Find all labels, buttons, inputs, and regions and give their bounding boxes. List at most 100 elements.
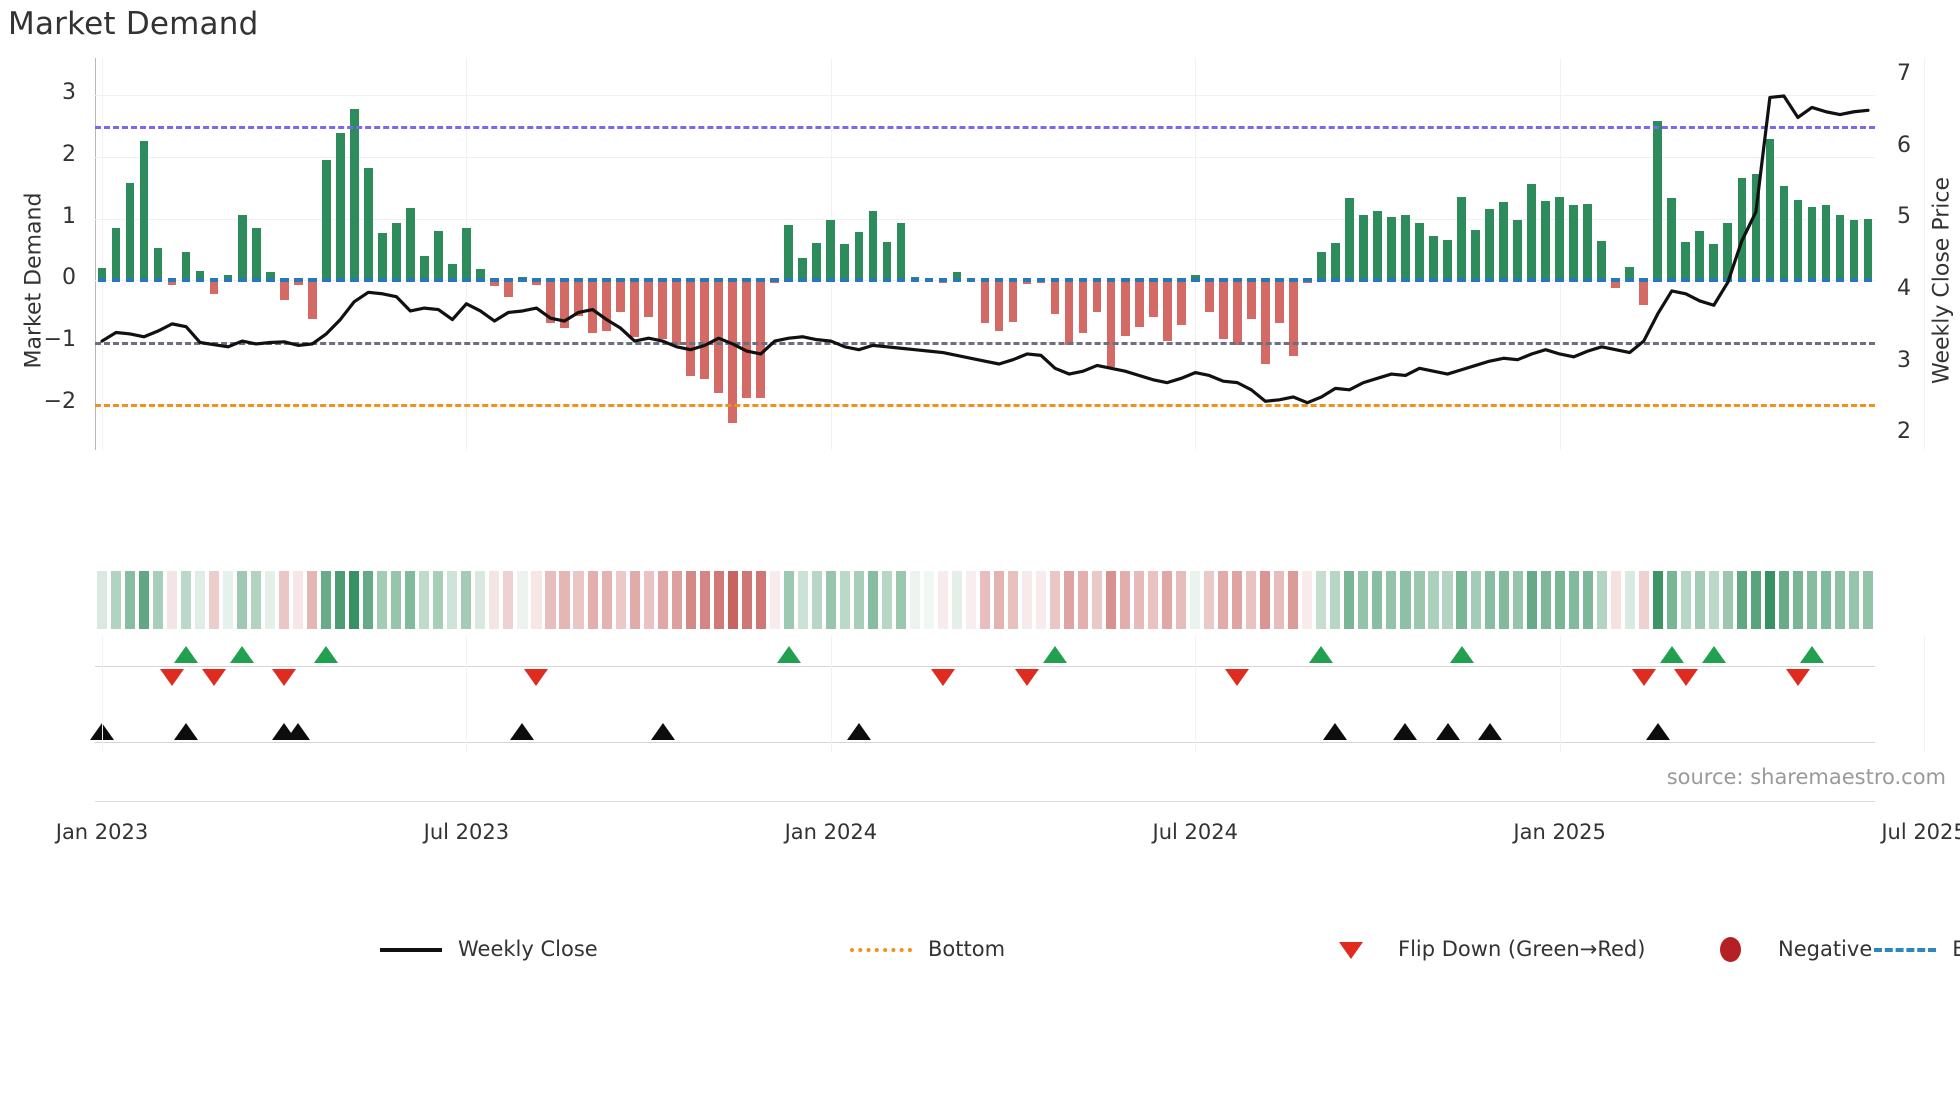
price-cross-marker	[1393, 723, 1418, 740]
reference-line-1-level	[95, 341, 1875, 345]
heatmap-cell	[1036, 571, 1047, 629]
demand-bar	[784, 224, 794, 281]
demand-bar	[560, 280, 569, 329]
heatmap-cell	[1358, 571, 1369, 629]
baseline-cap	[882, 278, 892, 283]
demand-bar	[1625, 266, 1635, 281]
heatmap-cell	[475, 571, 486, 629]
baseline-cap	[1106, 278, 1116, 283]
demand-bar	[1106, 280, 1116, 367]
baseline-cap	[1863, 278, 1873, 283]
demand-bar	[349, 108, 359, 281]
baseline-cap	[1695, 278, 1705, 283]
demand-bar	[434, 231, 443, 281]
heatmap-cell	[1778, 571, 1789, 629]
heatmap-cell	[671, 571, 682, 629]
legend-item[interactable]: Flip Down (Green→Red)	[1318, 930, 1698, 968]
heatmap-cell	[1400, 571, 1411, 629]
demand-bar	[1597, 241, 1607, 281]
demand-bar	[1863, 218, 1873, 281]
heatmap-cell	[769, 571, 780, 629]
baseline-cap	[1807, 278, 1817, 283]
baseline-cap	[1625, 278, 1635, 283]
baseline-cap	[139, 278, 149, 283]
heatmap-cell	[825, 571, 836, 629]
heatmap-cell	[1120, 571, 1131, 629]
demand-bar	[1415, 222, 1424, 281]
legend-item[interactable]: Negative	[1698, 930, 1872, 968]
baseline-cap	[602, 278, 611, 283]
heatmap-cell	[1330, 571, 1341, 629]
flip-up-marker	[1309, 646, 1334, 663]
heatmap-cell	[1750, 571, 1761, 629]
heatmap-cell	[1792, 571, 1803, 629]
baseline-cap	[1667, 278, 1677, 283]
demand-bar	[321, 159, 331, 281]
heatmap-cell	[1260, 571, 1271, 629]
heatmap-cell	[503, 571, 514, 629]
demand-bar	[1162, 280, 1172, 341]
baseline-cap	[546, 278, 555, 283]
baseline-cap	[672, 278, 681, 283]
demand-bar	[1583, 203, 1593, 281]
reference-line-bottom	[95, 403, 1875, 407]
heatmap-cell	[1666, 571, 1677, 629]
demand-bar	[1092, 280, 1102, 313]
heatmap-cell	[1708, 571, 1719, 629]
baseline-cap	[1457, 278, 1466, 283]
heatmap-cell	[853, 571, 864, 629]
heatmap-cell	[1582, 571, 1593, 629]
heatmap-cell	[517, 571, 528, 629]
dotted-line-orange-icon	[848, 937, 914, 961]
flip-up-marker	[174, 646, 199, 663]
flip-down-marker	[1673, 669, 1698, 686]
demand-bar	[307, 280, 317, 319]
heatmap-cell	[587, 571, 598, 629]
heatmap-cell	[209, 571, 220, 629]
heatmap-cell	[251, 571, 262, 629]
heatmap-cell	[139, 571, 150, 629]
demand-bar	[209, 280, 219, 294]
baseline-cap	[1835, 278, 1845, 283]
baseline-cap	[1765, 278, 1775, 283]
demand-bar	[588, 280, 597, 333]
heatmap-cell	[1526, 571, 1537, 629]
demand-bar	[952, 271, 962, 281]
flip-up-marker	[1449, 646, 1474, 663]
demand-bar	[728, 280, 738, 424]
baseline-cap	[1303, 278, 1312, 283]
legend-item[interactable]: Bottom	[848, 930, 1318, 968]
heatmap-cell	[797, 571, 808, 629]
demand-bar	[546, 280, 555, 324]
demand-bar	[1667, 197, 1677, 281]
y-tick-right: 6	[1897, 132, 1911, 158]
flip-marker-row	[95, 636, 1926, 696]
heatmap-cell	[433, 571, 444, 629]
heatmap-cell	[279, 571, 290, 629]
heatmap-cell	[727, 571, 738, 629]
legend-item[interactable]: Baseline (0)	[1872, 930, 1960, 968]
heatmap-cell	[1638, 571, 1649, 629]
demand-bar	[1218, 280, 1228, 339]
baseline-cap	[700, 278, 710, 283]
baseline-cap	[518, 278, 527, 283]
heatmap-cell	[265, 571, 276, 629]
plot-left-spine	[95, 58, 96, 450]
price-cross-marker	[510, 723, 535, 740]
baseline-cap	[1331, 278, 1340, 283]
baseline-cap	[532, 278, 541, 283]
heatmap-cell	[1078, 571, 1089, 629]
legend-item[interactable]: Weekly Close	[378, 930, 848, 968]
heatmap-cell	[1624, 571, 1635, 629]
demand-bar	[1246, 280, 1256, 319]
baseline-cap	[826, 278, 836, 283]
heatmap-cell	[461, 571, 472, 629]
demand-bar	[1485, 209, 1494, 281]
heatmap-cell	[1736, 571, 1747, 629]
demand-bar	[1555, 196, 1564, 281]
baseline-cap	[1779, 278, 1789, 283]
chart-legend: Weekly Close Bottom Flip Down (Green→Red) N…	[378, 930, 1960, 968]
demand-bar	[181, 251, 191, 281]
baseline-cap	[1583, 278, 1593, 283]
heatmap-cell	[811, 571, 822, 629]
